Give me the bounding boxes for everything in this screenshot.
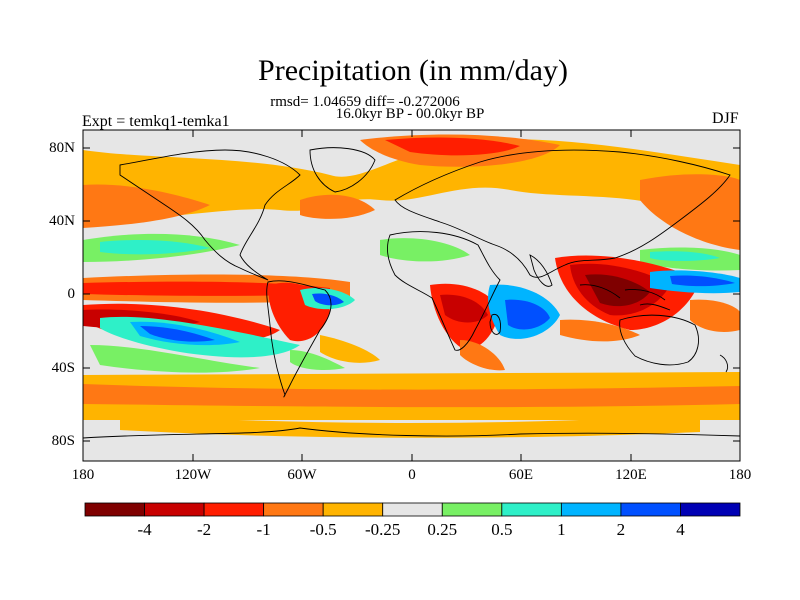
anomaly-patch — [440, 294, 488, 323]
south-america-coast — [266, 280, 332, 398]
colorbar-label: -0.5 — [309, 520, 337, 539]
greenland-coast — [309, 147, 376, 193]
anomaly-patch — [300, 194, 375, 219]
anomaly-patch — [650, 251, 720, 261]
anomaly-patch — [140, 326, 215, 342]
lat-tick-80n: 80N — [49, 140, 75, 156]
anomaly-patch — [505, 299, 550, 330]
colorbar-label: 0.25 — [427, 520, 458, 539]
lon-tick-120e: 120E — [615, 467, 647, 483]
anomaly-patch — [100, 240, 210, 255]
lon-tick-180e: 180 — [728, 467, 752, 483]
season-label: DJF — [712, 110, 739, 127]
lat-tick-40n: 40N — [49, 213, 75, 229]
colorbar-swatch — [501, 502, 562, 517]
lon-tick-60e: 60E — [508, 467, 534, 483]
colorbar-label: 2 — [616, 520, 626, 539]
colorbar-label: -4 — [137, 520, 152, 539]
anomaly-patch — [380, 238, 470, 262]
madagascar-coast — [489, 313, 501, 335]
colorbar — [84, 502, 741, 517]
anomaly-patch — [83, 384, 740, 408]
experiment-label: Expt = temkq1-temka1 — [82, 113, 230, 130]
anomaly-patch — [585, 274, 650, 307]
colorbar-label: 4 — [676, 520, 685, 539]
anomaly-patch — [290, 350, 345, 370]
colorbar-swatch — [560, 502, 622, 517]
colorbar-label: -0.25 — [365, 520, 401, 539]
anomaly-patch — [460, 340, 505, 371]
colorbar-swatch — [441, 502, 503, 517]
lon-tick-180w: 180 — [71, 467, 95, 483]
eurasia-coast — [394, 149, 731, 278]
period-line: 16.0kyr BP - 00.0kyr BP — [335, 106, 485, 122]
anomaly-patch — [690, 299, 740, 332]
anomaly-patch — [320, 335, 380, 363]
colorbar-swatch — [322, 502, 384, 517]
coastlines — [83, 147, 740, 439]
anomaly-patch — [670, 275, 735, 287]
lat-tick-80s: 80S — [51, 433, 75, 449]
lat-tick-0: 0 — [67, 286, 76, 302]
antarctica-coast — [83, 427, 740, 439]
lon-tick-0: 0 — [408, 467, 416, 483]
india-coast — [529, 254, 553, 287]
precipitation-anomaly-field — [83, 134, 740, 438]
colorbar-label: -2 — [196, 520, 212, 539]
colorbar-swatch — [203, 502, 265, 517]
stats-line: rmsd= 1.04659 diff= -0.272006 — [270, 94, 460, 110]
anomaly-patch — [385, 137, 520, 156]
anomaly-patch — [312, 293, 344, 306]
australia-coast — [619, 314, 699, 366]
new-zealand-coast — [719, 354, 729, 373]
axis-ticks — [82, 130, 741, 461]
lon-tick-120w: 120W — [174, 467, 212, 483]
colorbar-label: 1 — [557, 520, 566, 539]
anomaly-patch — [90, 345, 260, 373]
colorbar-swatch — [144, 502, 205, 517]
chart-title: Precipitation (in mm/day) — [258, 54, 568, 87]
maritime-islands-coast — [579, 284, 671, 311]
lon-tick-60w: 60W — [287, 467, 317, 483]
north-america-coast — [119, 149, 301, 281]
lat-tick-40s: 40S — [51, 360, 75, 376]
colorbar-swatch — [263, 502, 324, 517]
africa-coast — [387, 231, 501, 351]
anomaly-patch — [560, 319, 640, 342]
colorbar-swatch — [620, 502, 681, 517]
colorbar-label: -1 — [256, 520, 271, 539]
colorbar-swatch — [382, 502, 443, 517]
colorbar-swatch — [84, 502, 145, 517]
colorbar-swatch — [680, 502, 741, 517]
colorbar-label: 0.5 — [491, 520, 513, 539]
anomaly-patch — [83, 184, 210, 228]
anomaly-patch — [83, 281, 330, 296]
anomaly-patch — [83, 139, 740, 245]
